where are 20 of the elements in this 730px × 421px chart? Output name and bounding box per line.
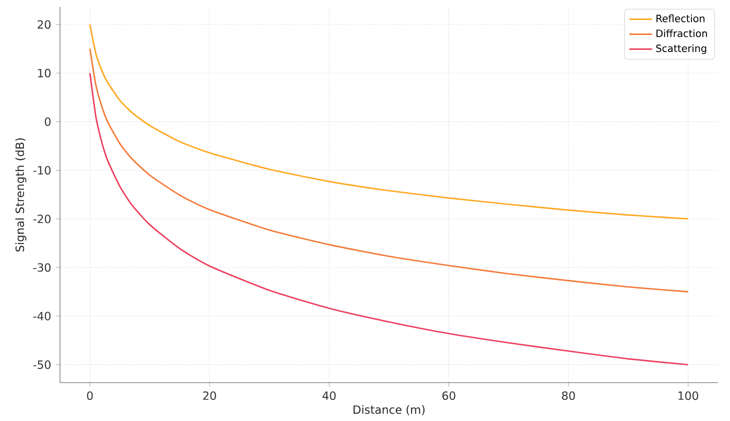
y-tick-label: 10 [38,68,51,78]
line-series [89,72,689,366]
legend-label: Scattering [656,44,706,54]
x-tick-label: 80 [562,391,575,400]
y-axis-title: Signal Strength (dB) [15,138,26,252]
x-tick-label: 20 [203,391,216,400]
y-tick-label: 20 [38,20,51,29]
y-tick-label: -40 [33,312,51,320]
y-tick-label: -50 [33,360,51,369]
y-tick-label: -10 [33,166,51,175]
x-tick-label: 60 [442,391,456,400]
x-tick-label: 40 [322,391,336,400]
x-tick-label: 100 [678,391,698,400]
y-tick-label: -30 [33,263,51,272]
legend-label: Reflection [656,14,704,22]
y-tick-label: -20 [33,214,51,224]
legend-label: Diffraction [656,29,707,38]
x-axis-title: Distance (m) [354,405,425,416]
x-tick-label: 0 [87,391,93,400]
y-tick-label: 0 [44,117,51,126]
